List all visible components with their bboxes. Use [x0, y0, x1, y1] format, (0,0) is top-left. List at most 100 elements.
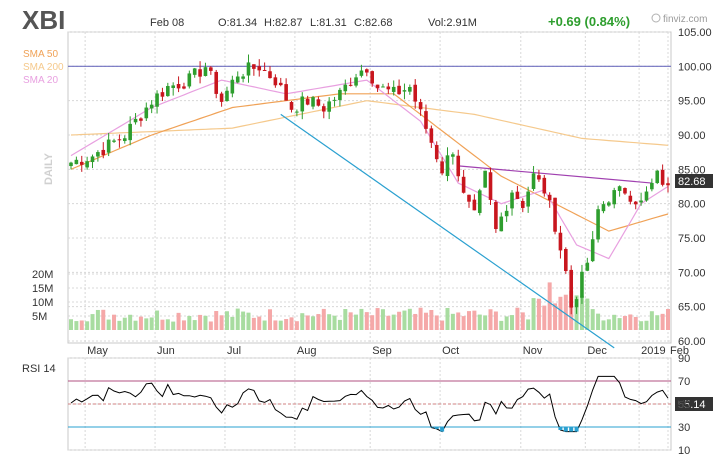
volume-bar — [450, 313, 455, 330]
volume-bar — [257, 316, 262, 330]
candle-body — [128, 123, 132, 141]
volume-bar — [155, 310, 160, 330]
y-tick-label: 90.00 — [678, 130, 706, 142]
volume-bar — [633, 316, 638, 330]
volume-bar — [284, 318, 289, 330]
candle-body — [144, 107, 149, 119]
sma20-line — [70, 79, 669, 260]
candle-body — [262, 69, 267, 71]
volume-bar — [531, 298, 536, 330]
volume-bar — [606, 319, 611, 330]
candle-body — [418, 102, 423, 110]
rsi-oversold-fill — [558, 427, 563, 431]
candle-body — [214, 71, 219, 94]
last-rsi-badge — [675, 397, 713, 411]
volume-bar — [655, 315, 660, 330]
volume-bar — [440, 320, 445, 330]
candle-body — [155, 93, 159, 107]
volume-bar — [79, 320, 84, 330]
candle-body — [402, 90, 407, 92]
candle-body — [106, 139, 111, 153]
volume-bar — [160, 319, 165, 330]
volume-bar — [112, 314, 117, 330]
volume-bar — [547, 282, 552, 330]
volume-bar — [364, 312, 369, 330]
last-price-badge — [675, 174, 713, 188]
volume-bar — [208, 321, 213, 330]
candle-body — [122, 138, 127, 142]
volume-bar — [198, 314, 203, 330]
candle-body — [252, 64, 256, 69]
header-low: L:81.31 — [310, 17, 347, 29]
candle-body — [300, 96, 305, 112]
x-tick-label: Feb — [670, 345, 689, 357]
volume-bar — [649, 311, 654, 330]
candle-body — [235, 76, 240, 83]
volume-tick-label: 15M — [32, 283, 53, 295]
volume-bar — [644, 320, 649, 330]
candle-body — [338, 89, 342, 101]
volume-bar — [402, 310, 407, 330]
volume-bar — [251, 317, 256, 330]
y-tick-label: 65.00 — [678, 302, 706, 314]
candle-body — [133, 118, 138, 123]
candle-body — [198, 69, 202, 77]
volume-bar — [294, 321, 299, 330]
volume-bar — [488, 309, 493, 330]
volume-bar — [337, 319, 342, 330]
candle-body — [219, 93, 224, 102]
candle-body — [488, 172, 493, 200]
volume-bar — [397, 311, 402, 330]
candle-body — [526, 191, 530, 207]
volume-bar — [445, 307, 450, 330]
candle-body — [483, 170, 487, 188]
volume-bar — [413, 313, 418, 330]
candle-body — [187, 73, 192, 87]
candle-body — [182, 86, 186, 89]
volume-bar — [456, 312, 461, 330]
candle-body — [230, 79, 235, 94]
volume-bar — [423, 312, 428, 330]
candle-body — [139, 118, 143, 121]
volume-bar — [219, 315, 224, 330]
volume-bar — [590, 309, 595, 330]
candle-body — [284, 84, 288, 101]
candle-body — [456, 155, 461, 177]
candle-body — [564, 248, 568, 272]
y-tick-label: 85.00 — [678, 164, 706, 176]
volume-bar — [316, 314, 321, 330]
candle-body — [112, 140, 116, 142]
volume-bar — [477, 314, 482, 330]
candle-body — [633, 201, 638, 205]
candle-body — [332, 99, 337, 101]
price-overlays — [68, 65, 671, 349]
volume-bar — [278, 320, 283, 330]
volume-bar — [558, 296, 563, 330]
rsi-oversold-fill — [574, 427, 579, 432]
candle-body — [365, 69, 369, 73]
volume-bar — [262, 320, 267, 330]
volume-bar — [504, 316, 509, 330]
candle-body — [327, 101, 331, 112]
candle-body — [580, 271, 584, 298]
candle-body — [520, 200, 525, 208]
volume-bar — [493, 311, 498, 330]
header-date: Feb 08 — [150, 17, 184, 29]
candle-body — [79, 161, 84, 165]
rsi-tick-label: 50 — [678, 399, 690, 411]
x-tick-label: May — [87, 345, 108, 357]
x-tick-label: Nov — [523, 345, 543, 357]
volume-bar — [354, 314, 359, 330]
candle-body — [655, 170, 660, 184]
candle-body — [69, 162, 73, 167]
candle-body — [461, 176, 466, 193]
volume-bar — [214, 311, 219, 330]
volume-bar — [90, 314, 95, 330]
volume-bar — [95, 309, 100, 330]
candle-body — [375, 84, 380, 89]
rsi-oversold-fill — [440, 427, 445, 432]
rsi-line — [70, 375, 669, 433]
volume-bar — [224, 311, 229, 330]
candle-body — [504, 210, 509, 217]
